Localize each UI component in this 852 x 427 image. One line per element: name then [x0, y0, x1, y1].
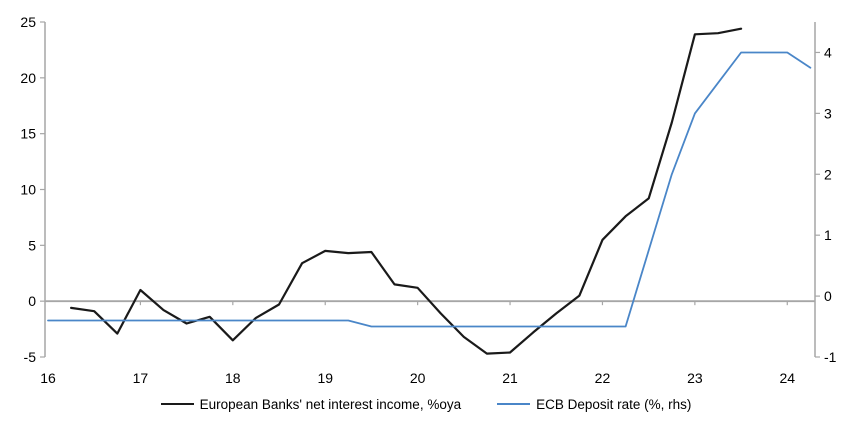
x-axis-label: 22: [595, 370, 611, 386]
x-axis-label: 24: [779, 370, 795, 386]
right-axis-label: 1: [824, 227, 832, 243]
right-axis-label: 0: [824, 288, 832, 304]
legend-item-ecb-deposit-rate: ECB Deposit rate (%, rhs): [497, 397, 691, 412]
x-axis-label: 18: [225, 370, 241, 386]
x-axis-label: 16: [40, 370, 56, 386]
series-line-1: [47, 51, 812, 328]
series-line-0: [69, 27, 743, 355]
x-axis-label: 20: [410, 370, 426, 386]
right-axis-label: 4: [824, 44, 832, 60]
left-axis-label: 0: [28, 293, 36, 309]
legend-line-swatch-black: [160, 403, 194, 405]
left-axis-label: 25: [20, 14, 36, 30]
left-axis-label: 10: [20, 182, 36, 198]
right-axis-label: 2: [824, 166, 832, 182]
x-axis-label: 17: [133, 370, 149, 386]
left-axis-label: 5: [28, 237, 36, 253]
legend-label-net-interest-income: European Banks' net interest income, %oy…: [199, 396, 462, 412]
left-axis-label: 15: [20, 126, 36, 142]
left-axis-label: 20: [20, 70, 36, 86]
legend-line-swatch-blue: [497, 403, 531, 405]
legend: European Banks' net interest income, %oy…: [0, 394, 852, 414]
left-axis-label: -5: [24, 349, 37, 365]
legend-item-net-interest-income: European Banks' net interest income, %oy…: [160, 396, 462, 412]
right-axis-label: 3: [824, 105, 832, 121]
right-axis-label: -1: [824, 349, 837, 365]
x-axis-label: 21: [502, 370, 518, 386]
legend-label-ecb-deposit-rate: ECB Deposit rate (%, rhs): [536, 396, 692, 412]
x-axis-label: 23: [687, 370, 703, 386]
x-axis-label: 19: [317, 370, 333, 386]
